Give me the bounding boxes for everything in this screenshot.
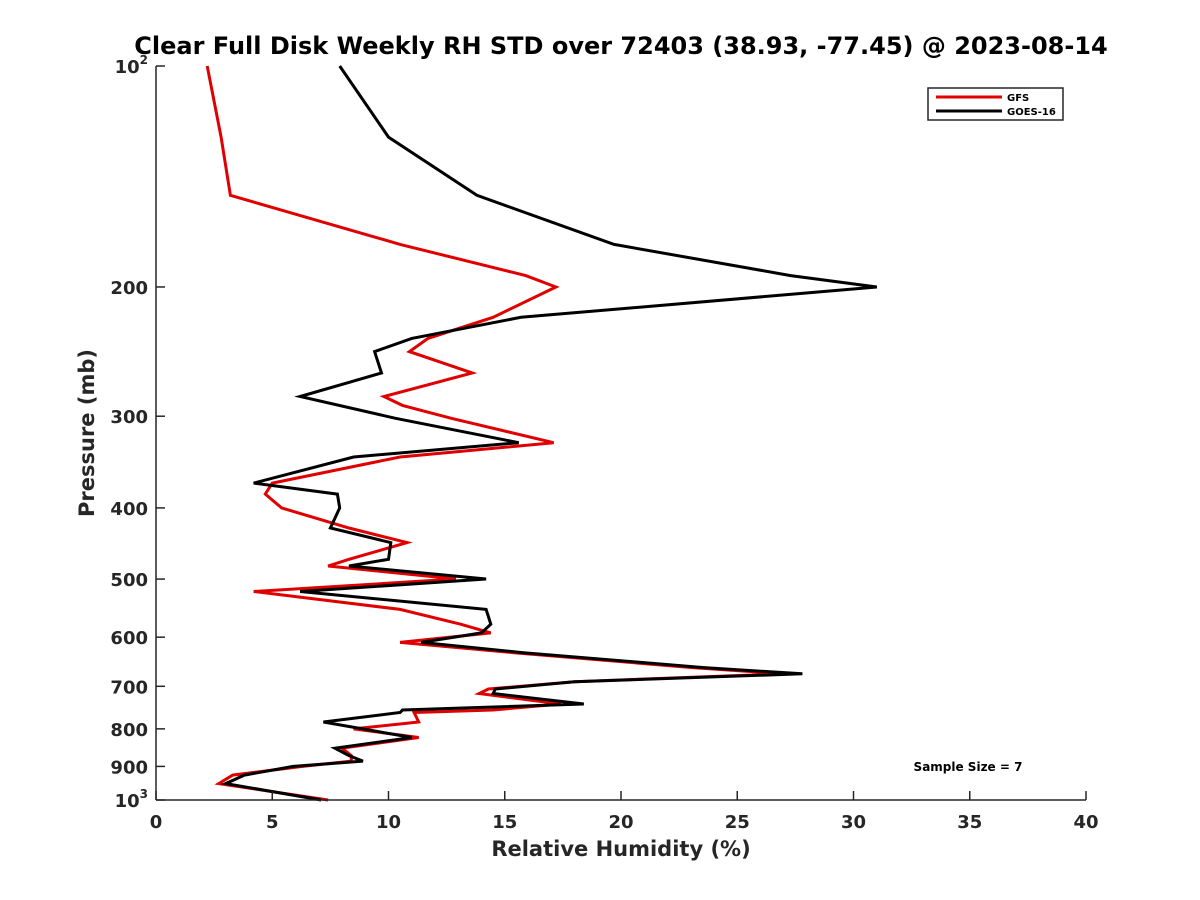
y-tick-label: 900 (110, 757, 148, 778)
axes-layer (155, 66, 1086, 801)
y-tick-label: 102 (115, 53, 148, 78)
y-tick-label: 700 (110, 677, 148, 698)
y-tick-label: 500 (110, 570, 148, 591)
x-axis-ticks: 0 5 10 15 20 25 30 35 40 (150, 791, 1099, 833)
y-tick-label: 800 (110, 720, 148, 741)
y-tick-label: 103 (115, 787, 148, 812)
x-tick-label: 30 (841, 812, 866, 833)
x-tick-label: 35 (957, 812, 982, 833)
x-tick-label: 15 (492, 812, 517, 833)
chart-title: Clear Full Disk Weekly RH STD over 72403… (134, 32, 1107, 60)
y-axis-label: Pressure (mb) (75, 349, 99, 517)
y-tick-label: 300 (110, 407, 148, 428)
series-layer (205, 65, 877, 802)
x-tick-label: 20 (608, 812, 633, 833)
legend-box (927, 87, 1064, 121)
legend-label-gfs: GFS (1007, 93, 1029, 104)
series-line-goes-16 (220, 65, 877, 802)
legend-label-goes-16: GOES-16 (1007, 107, 1056, 118)
x-tick-label: 5 (266, 812, 279, 833)
sample-size-annotation: Sample Size = 7 (914, 760, 1023, 774)
y-tick-label: 200 (110, 278, 148, 299)
y-tick-label: 400 (110, 499, 148, 520)
x-axis-label: Relative Humidity (%) (491, 837, 750, 861)
y-axis-ticks: 102 200 300 400 500 600 700 800 900 103 (110, 53, 165, 812)
legend: GFS GOES-16 (927, 87, 1064, 121)
y-tick-label: 600 (110, 628, 148, 649)
x-tick-label: 40 (1073, 812, 1098, 833)
x-tick-label: 10 (376, 812, 401, 833)
x-tick-label: 25 (725, 812, 750, 833)
x-tick-label: 0 (150, 812, 163, 833)
